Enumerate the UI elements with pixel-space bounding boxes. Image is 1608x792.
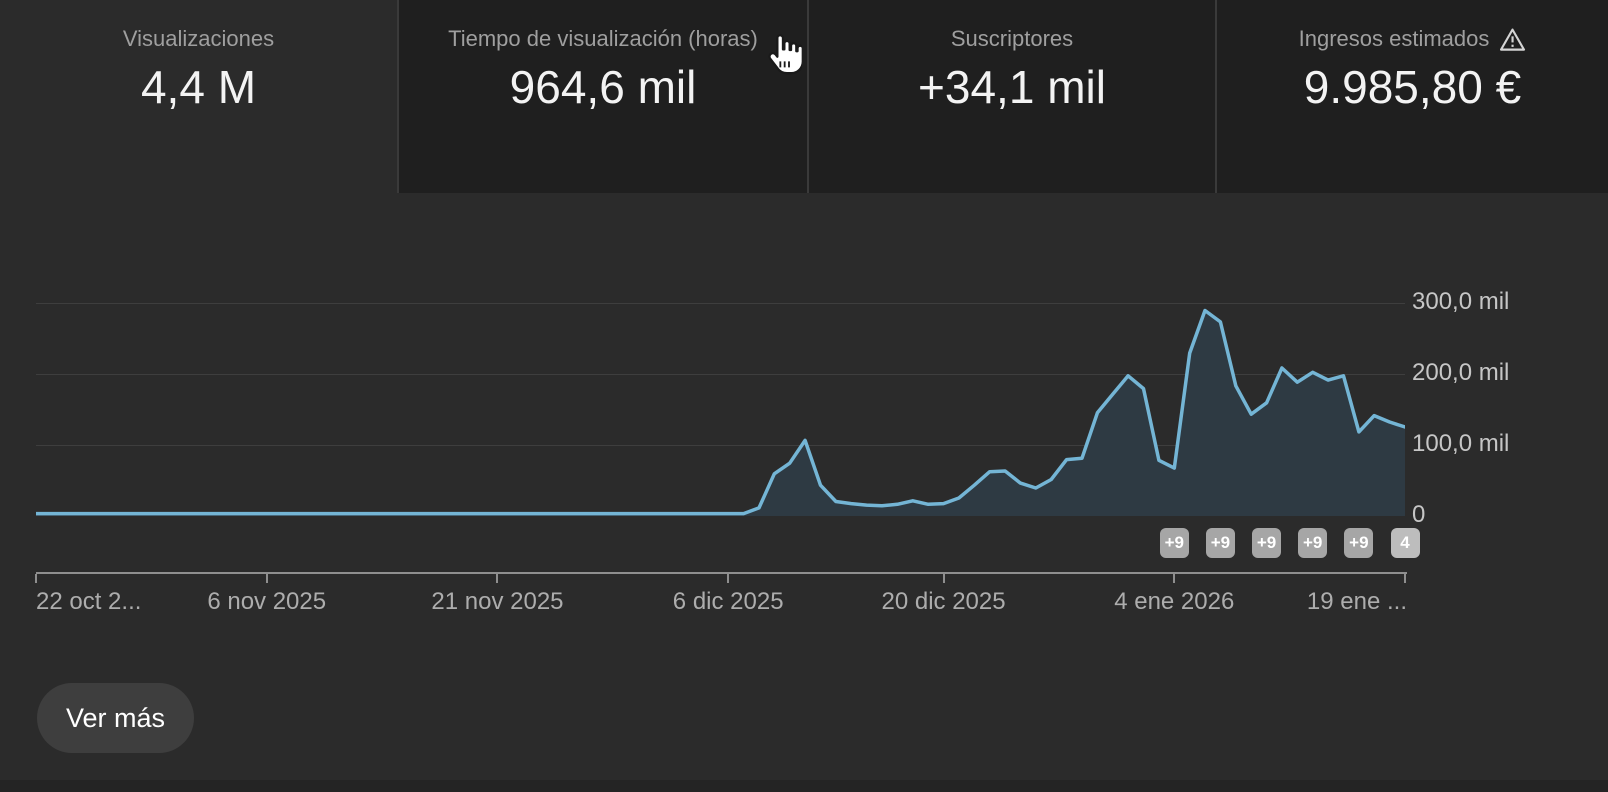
tab-title: Tiempo de visualización (horas) xyxy=(448,26,758,51)
tab-separator xyxy=(1215,0,1217,193)
video-markers-badge[interactable]: 4 xyxy=(1390,528,1420,558)
x-axis-tick xyxy=(35,574,37,583)
y-axis-label: 100,0 mil xyxy=(1412,430,1510,457)
x-axis-tick xyxy=(727,574,730,583)
x-axis-tick xyxy=(496,574,499,583)
x-axis-label: 4 ene 2026 xyxy=(1114,588,1235,615)
x-axis-tick xyxy=(265,574,268,583)
see-more-button[interactable]: Ver más xyxy=(37,683,194,753)
y-axis-label: 200,0 mil xyxy=(1412,359,1510,386)
video-markers-badge[interactable]: +9 xyxy=(1298,528,1328,558)
tab-title: Visualizaciones xyxy=(122,26,275,51)
tab-title: Suscriptores xyxy=(950,26,1074,51)
metric-tabs: Visualizaciones 4,4 M Tiempo de visualiz… xyxy=(0,0,1608,193)
tab-value: 964,6 mil xyxy=(509,61,697,113)
gridline xyxy=(36,444,1405,446)
video-markers-badge[interactable]: +9 xyxy=(1205,528,1235,558)
views-trend-line[interactable] xyxy=(36,270,1405,516)
tab-suscriptores[interactable]: Suscriptores +34,1 mil xyxy=(809,0,1215,193)
video-markers-badge[interactable]: +9 xyxy=(1344,528,1374,558)
tab-title: Ingresos estimados xyxy=(1217,26,1608,52)
tab-tiempo-de-visualizacion[interactable]: Tiempo de visualización (horas) 964,6 mi… xyxy=(399,0,807,193)
tab-separator xyxy=(807,0,809,193)
x-axis-tick xyxy=(1173,574,1176,583)
x-axis-label: 22 oct 2... xyxy=(36,588,142,615)
video-markers-badge[interactable]: +9 xyxy=(1159,528,1189,558)
x-axis-tick xyxy=(942,574,945,583)
x-axis-label: 6 nov 2025 xyxy=(207,588,327,615)
tab-ingresos-estimados[interactable]: Ingresos estimados 9.985,80 € xyxy=(1217,0,1608,193)
x-axis-label: 6 dic 2025 xyxy=(672,588,784,615)
gridline xyxy=(36,302,1405,304)
warning-icon xyxy=(1499,27,1526,52)
x-axis-label: 21 nov 2025 xyxy=(431,588,564,615)
tab-value: +34,1 mil xyxy=(918,61,1106,113)
video-markers-badge[interactable]: +9 xyxy=(1252,528,1282,558)
tab-separator xyxy=(397,0,399,193)
x-axis-tick xyxy=(1404,574,1406,583)
section-divider xyxy=(0,780,1608,792)
y-axis-label: 0 xyxy=(1412,501,1426,528)
tab-value: 4,4 M xyxy=(140,61,257,113)
y-axis-label: 300,0 mil xyxy=(1412,288,1510,315)
tab-title-text: Ingresos estimados xyxy=(1298,26,1490,51)
x-axis-line xyxy=(36,572,1407,574)
gridline xyxy=(36,373,1405,375)
tab-visualizaciones[interactable]: Visualizaciones 4,4 M xyxy=(0,0,397,193)
tab-value: 9.985,80 € xyxy=(1303,61,1522,113)
x-axis-label: 19 ene ... xyxy=(1306,588,1407,615)
x-axis-label: 20 dic 2025 xyxy=(881,588,1006,615)
